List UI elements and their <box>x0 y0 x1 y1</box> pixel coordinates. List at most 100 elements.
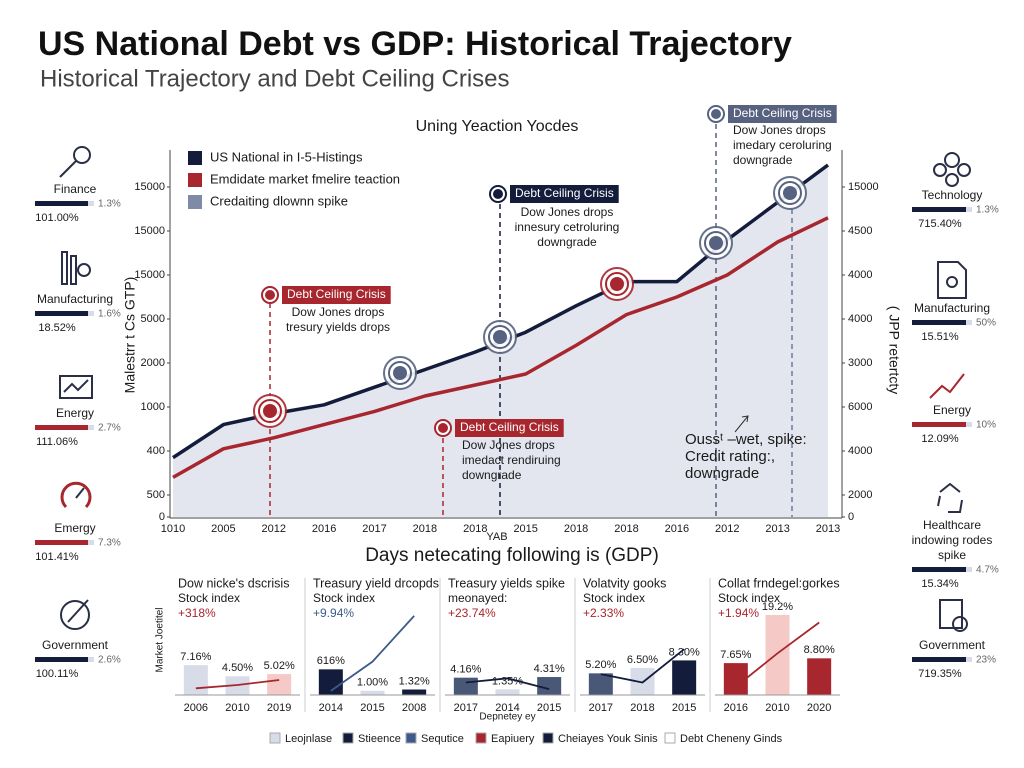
annotation-text: Dow Jones drops <box>292 305 385 319</box>
x-axis-label: Depnetey ey <box>479 712 535 723</box>
panel-bar <box>35 425 88 430</box>
panel-label: Manufacturing <box>914 301 990 315</box>
panel-share: 12.09% <box>921 433 959 445</box>
panel-change: 1.6% <box>98 309 121 320</box>
marker <box>778 181 802 205</box>
mini-change: +9.94% <box>313 606 354 620</box>
panel-label: Energy <box>56 406 94 420</box>
panel-change: 50% <box>976 318 996 329</box>
legend-label: Credaiting dlownn spike <box>210 193 348 208</box>
area <box>173 165 828 517</box>
icon <box>945 173 959 187</box>
y-axis-label: Malestrr t Cs GTP) <box>122 277 138 394</box>
x-tick-label: 2017 <box>454 702 478 714</box>
value-label: 4.50% <box>222 662 253 674</box>
value-label: 1.32% <box>399 675 430 687</box>
value-label: 7.16% <box>180 651 211 663</box>
legend-swatch <box>342 732 354 744</box>
annotation-box <box>282 286 391 304</box>
panel-label: Finance <box>54 182 97 196</box>
x-tick-label: 2016 <box>312 523 336 535</box>
marker <box>493 330 507 344</box>
bar <box>267 674 292 695</box>
legend-swatch <box>188 195 202 209</box>
annotation-text: innesury cetroluring <box>515 220 620 234</box>
x-tick-label: 2012 <box>262 523 286 535</box>
legend-swatch <box>188 151 202 165</box>
panel-change: 10% <box>976 420 996 431</box>
panel-bar <box>912 657 966 662</box>
y-axis-label: Market Joetitel <box>155 607 166 672</box>
mini-title: Treasury yields spike <box>448 576 565 590</box>
value-label: 6.50% <box>627 654 658 666</box>
icon <box>70 255 77 285</box>
legend-label: Cheiayes Youk Sinis <box>558 733 658 745</box>
panel-share: 18.52% <box>38 322 76 334</box>
annotation-text: imedary ceroluring <box>733 138 832 152</box>
bar <box>495 689 520 695</box>
y-tick-label: 0 <box>159 511 165 523</box>
icon <box>946 276 958 288</box>
legend-swatch <box>405 732 417 744</box>
icon <box>952 616 968 632</box>
marker <box>610 277 624 291</box>
annotation-title: Debt Ceiling Crisis <box>287 287 386 301</box>
value-label: 19.2% <box>762 601 793 613</box>
panel-label: Manufacturing <box>37 292 113 306</box>
marker <box>393 366 407 380</box>
panel-bar <box>35 201 88 206</box>
y2-tick-label: 4500 <box>848 225 872 237</box>
y-tick-label: 400 <box>147 445 165 457</box>
legend-label: Stieence <box>358 733 401 745</box>
x-tick-label: 2018 <box>630 702 654 714</box>
panel-change: 23% <box>976 655 996 666</box>
panel-bar <box>912 422 966 427</box>
annotation-arrow <box>734 415 749 433</box>
icon <box>60 481 92 509</box>
value-label: 4.16% <box>450 664 481 676</box>
bar <box>807 658 832 695</box>
annotation-title: Debt Ceiling Crisis <box>733 106 832 120</box>
icon <box>77 263 91 277</box>
icon <box>59 375 93 399</box>
icon <box>937 482 963 513</box>
annotation-dot <box>493 189 503 199</box>
x-tick-label: 2018 <box>564 523 588 535</box>
trend-line <box>735 621 820 688</box>
y2-axis-label: ( JPP retertcty <box>886 306 902 394</box>
y2-tick-label: 6000 <box>848 401 872 413</box>
panel-label: Government <box>42 638 109 652</box>
section-title: Days netecating following is (GDP) <box>365 545 659 566</box>
trend-line <box>465 677 550 691</box>
mini-subtitle: Stock index <box>313 591 375 605</box>
x-tick-label: 2016 <box>665 523 689 535</box>
x-tick-label: 2015 <box>360 702 384 714</box>
panel-bar <box>35 540 88 545</box>
annotation-dot <box>438 423 448 433</box>
x-tick-label: 2014 <box>495 702 519 714</box>
page-title: US National Debt vs GDP: Historical Traj… <box>38 25 792 63</box>
mini-subtitle: Stock index <box>178 591 240 605</box>
panel-share: 715.40% <box>918 218 962 230</box>
trend-line <box>195 679 280 690</box>
panel-share: 15.34% <box>921 578 959 590</box>
annotation-text: Credit rating:, <box>685 448 775 465</box>
legend-label: Leojnlase <box>285 733 332 745</box>
legend-swatch <box>542 732 554 744</box>
bar <box>537 677 562 695</box>
y2-tick-label: 4000 <box>848 313 872 325</box>
x-tick-label: 2013 <box>816 523 840 535</box>
x-tick-label: 2013 <box>765 523 789 535</box>
y-tick-label: 500 <box>147 489 165 501</box>
chart-title: Uning Yeaction Yocdes <box>416 118 579 135</box>
panel-bar <box>35 657 88 662</box>
panel-bar <box>35 311 88 316</box>
panel-share: 100.11% <box>36 668 79 680</box>
panel-share: 101.41% <box>35 551 79 563</box>
panel-label: Government <box>919 638 986 652</box>
marker <box>488 325 512 349</box>
panel-change: 2.7% <box>98 423 121 434</box>
icons <box>59 146 971 632</box>
legend-swatch <box>475 732 487 744</box>
